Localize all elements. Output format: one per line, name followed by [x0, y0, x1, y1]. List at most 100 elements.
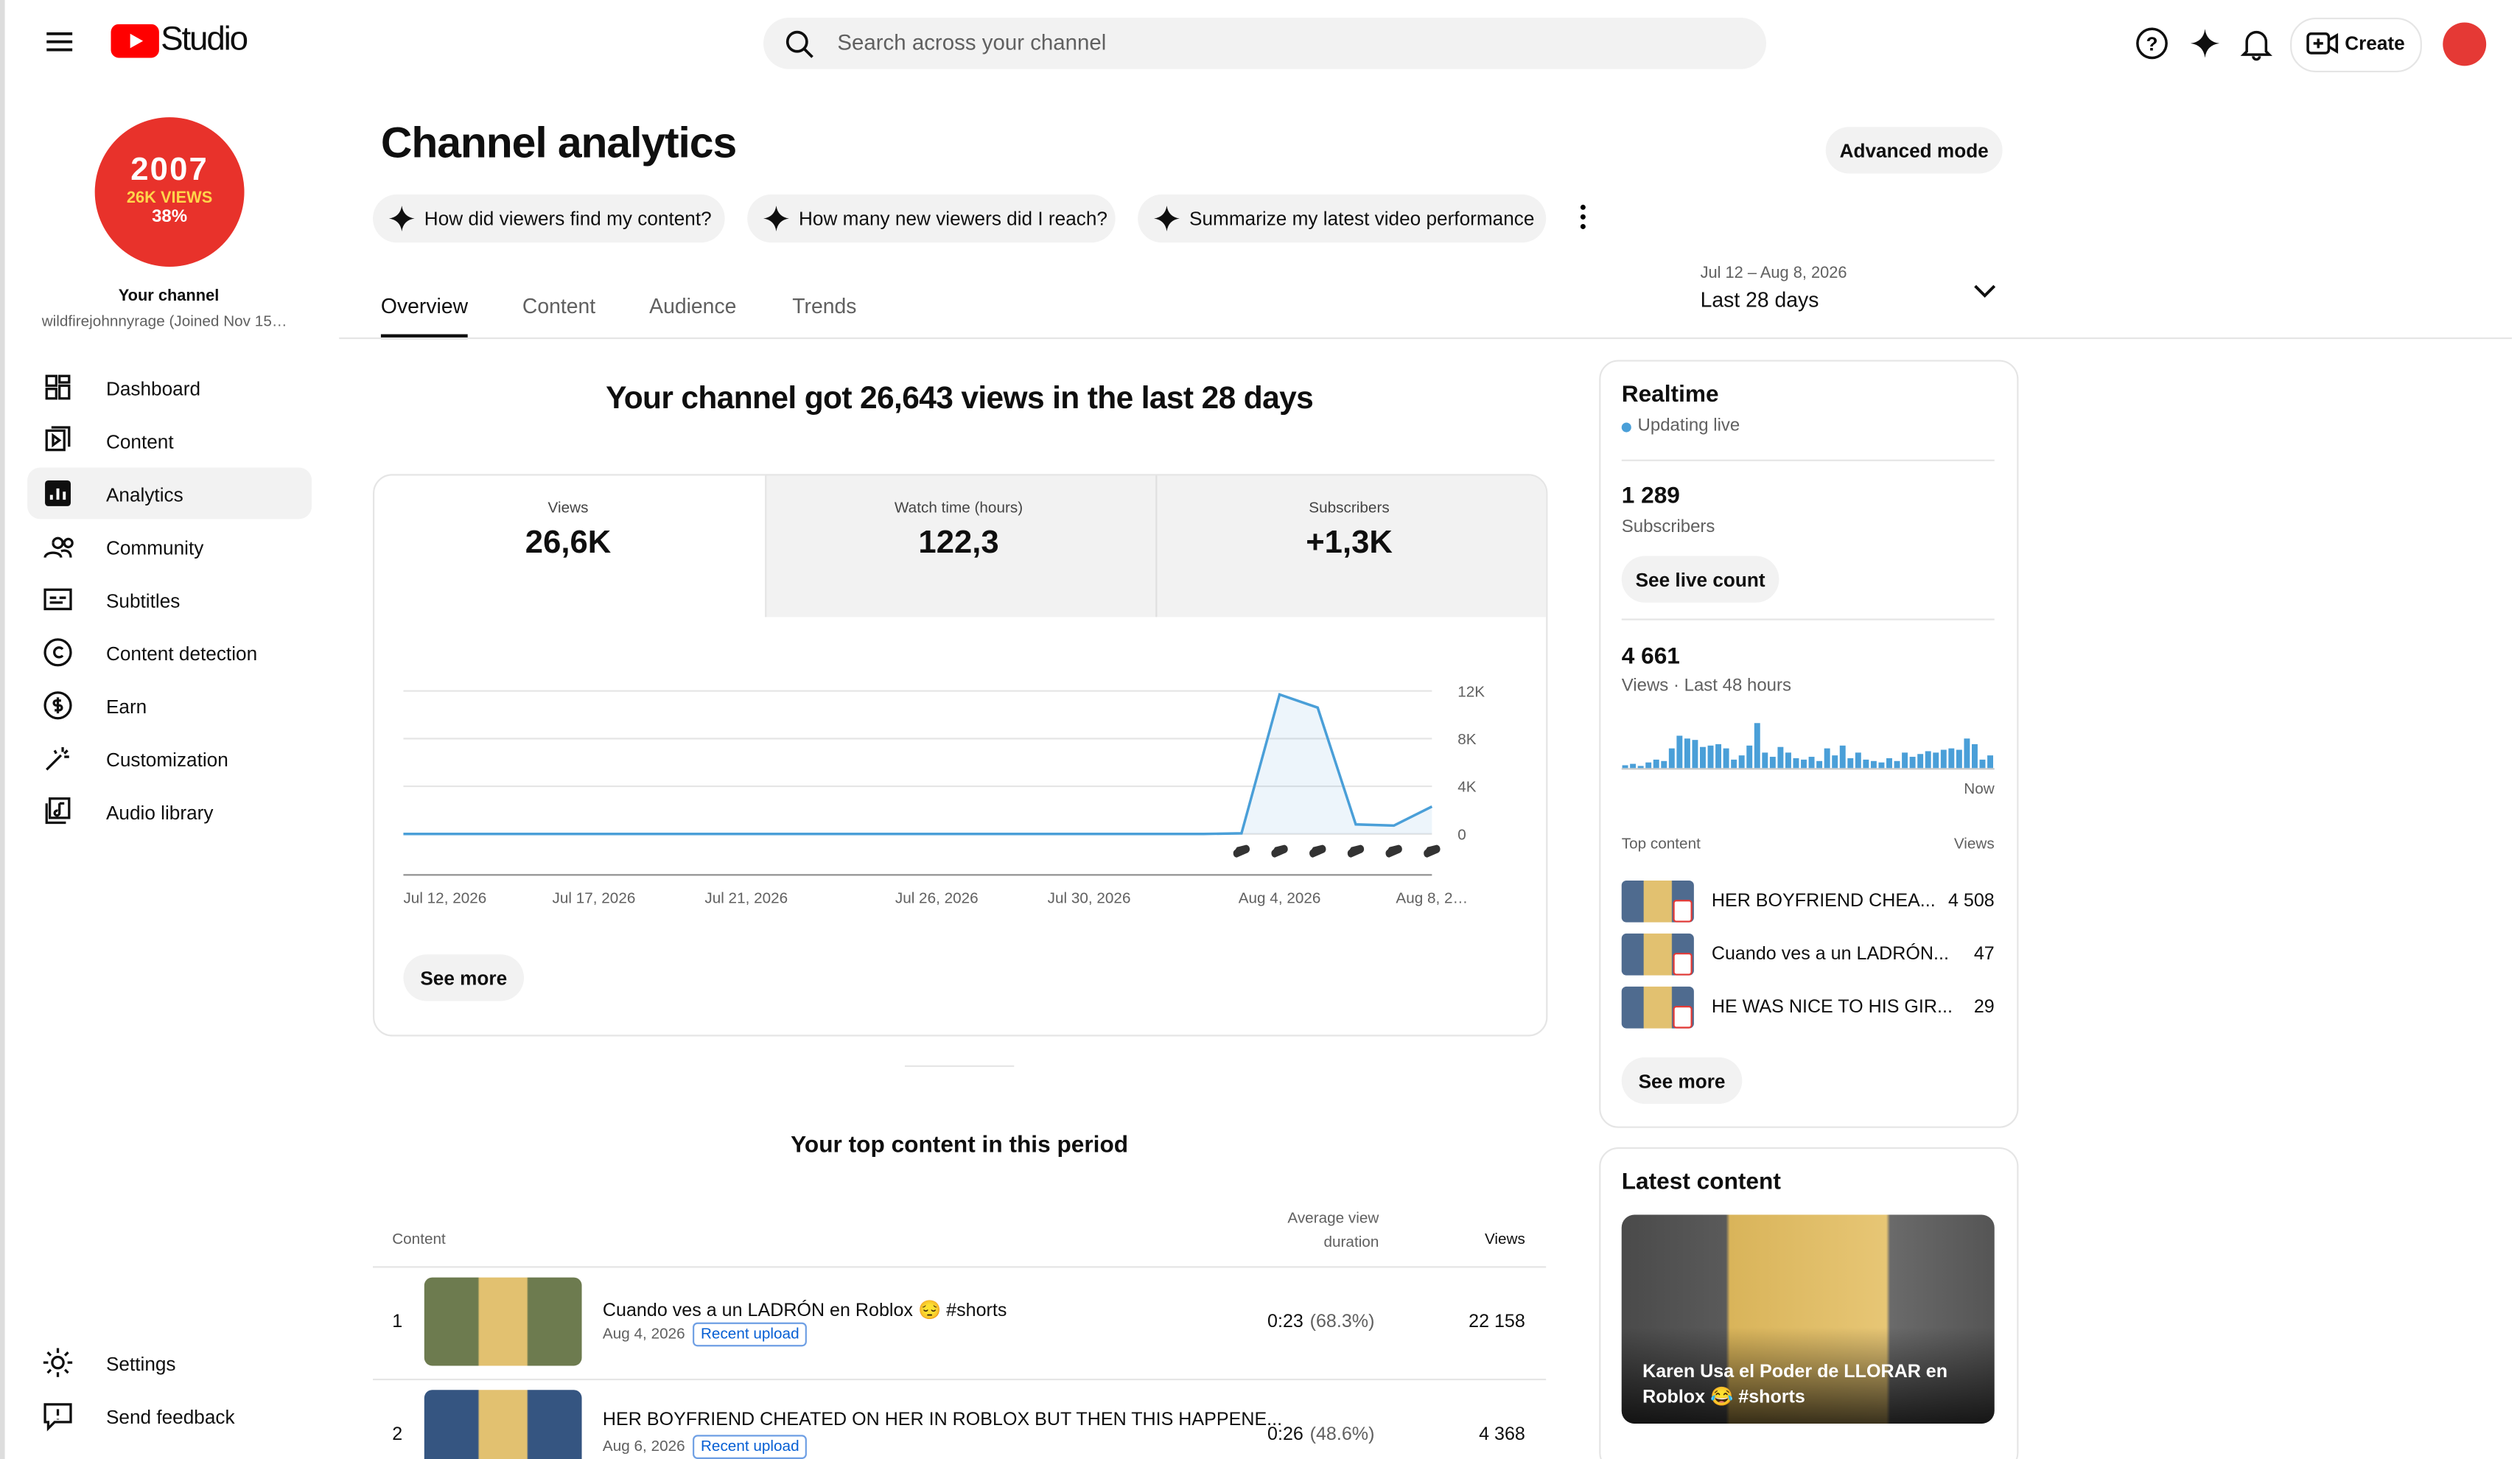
latest-video-title[interactable]: Karen Usa el Poder de LLORAR en Roblox 😂… — [1642, 1362, 1948, 1408]
suggestion-label: Summarize my latest video performance — [1189, 207, 1535, 230]
views: 22 158 — [1469, 1312, 1525, 1332]
nav-icon — [45, 374, 71, 400]
nav-label: Earn — [105, 696, 147, 718]
now-label: Now — [1964, 780, 1995, 799]
suggestion-chip[interactable]: How many new viewers did I reach? — [747, 194, 1116, 243]
item-title[interactable]: Cuando ves a un LADRÓN... — [1711, 945, 1949, 965]
ai-icon[interactable] — [2187, 26, 2222, 61]
column-header: Content — [392, 1231, 446, 1249]
svg-text:?: ? — [2146, 33, 2157, 55]
views-column: Views — [1953, 835, 1995, 853]
nav-item[interactable]: Audio library — [27, 786, 312, 837]
nav-item[interactable]: Content — [27, 415, 312, 466]
summary-headline: Your channel got 26,643 views in the las… — [606, 380, 1314, 416]
latest-title: Latest content — [1621, 1169, 1781, 1196]
nav-item[interactable]: Subtitles — [27, 573, 312, 625]
menu-icon[interactable] — [45, 29, 74, 55]
see-more-button[interactable]: See more — [403, 954, 525, 1001]
help-icon[interactable]: ? — [2135, 26, 2170, 61]
see-more-label: See more — [1638, 1069, 1726, 1092]
latest-thumbnail[interactable] — [1621, 1214, 1995, 1424]
top-content-title: Your top content in this period — [791, 1133, 1129, 1159]
item-title[interactable]: HE WAS NICE TO HIS GIR... — [1711, 998, 1953, 1018]
channel-name: wildfirejohnnyrage (Joined Nov 15… — [41, 313, 287, 332]
logo-text[interactable]: Studio — [161, 21, 248, 58]
nav-item[interactable]: Settings — [27, 1337, 312, 1388]
realtime-status: Updating live — [1637, 416, 1740, 435]
nav-icon-path — [45, 426, 71, 452]
live-count-button[interactable]: See live count — [1621, 556, 1779, 603]
nav-item[interactable]: Community — [27, 521, 312, 573]
nav-label: Dashboard — [105, 377, 201, 400]
avatar-line: 2007 — [130, 153, 209, 189]
nav-icon — [43, 1348, 73, 1377]
nav-icon-path — [43, 1348, 73, 1377]
more-icon[interactable] — [1577, 203, 1589, 231]
video-thumbnail[interactable] — [424, 1277, 582, 1366]
column-header: Views — [1484, 1231, 1525, 1249]
tab-divider — [339, 337, 2513, 340]
metric-label[interactable]: Watch time (hours) — [894, 500, 1023, 518]
logo-icon[interactable] — [111, 24, 159, 58]
search-box[interactable] — [763, 17, 1767, 69]
tab[interactable]: Content — [522, 294, 596, 318]
nav-icon — [43, 638, 72, 667]
avg-percent: (48.6%) — [1309, 1425, 1375, 1445]
divider — [1621, 618, 1995, 620]
advanced-mode-button[interactable]: Advanced mode — [1825, 127, 2003, 174]
nav-item[interactable]: Earn — [27, 679, 312, 731]
bell-icon[interactable] — [2239, 26, 2274, 61]
nav-item[interactable]: Send feedback — [27, 1390, 312, 1441]
nav-label: Subtitles — [105, 589, 181, 612]
nav-item[interactable]: Analytics — [27, 467, 312, 519]
nav-item[interactable]: Customization — [27, 732, 312, 784]
see-more-label: See more — [420, 966, 508, 990]
sparkle-path — [763, 206, 789, 232]
nav-label: Analytics — [105, 483, 183, 506]
metric-value[interactable]: 122,3 — [918, 525, 999, 561]
upload-date: Aug 6, 2026 — [602, 1438, 685, 1456]
create-button[interactable] — [2290, 17, 2422, 73]
video-thumbnail[interactable] — [424, 1390, 582, 1459]
tab[interactable]: Trends — [792, 294, 857, 318]
nav-icon — [46, 746, 69, 771]
column-header: Average view duration — [1287, 1209, 1379, 1252]
sparkle-path — [1154, 206, 1180, 232]
nav-icon — [43, 1403, 72, 1432]
item-title[interactable]: HER BOYFRIEND CHEA... — [1711, 892, 1936, 912]
realtime-views-label: Views · Last 48 hours — [1621, 676, 1792, 696]
channel-avatar[interactable]: 2007 26K VIEWS 38% — [94, 117, 245, 267]
nav-item[interactable]: Content detection — [27, 626, 312, 678]
video-title[interactable]: HER BOYFRIEND CHEATED ON HER IN ROBLOX B… — [602, 1410, 1283, 1430]
metric-value[interactable]: 26,6K — [525, 525, 612, 561]
nav-item[interactable]: Dashboard — [27, 362, 312, 413]
period-label[interactable]: Last 28 days — [1700, 287, 1819, 312]
avg-duration: 0:26 — [1267, 1425, 1303, 1445]
metric-label[interactable]: Subscribers — [1309, 500, 1390, 518]
dropdown-icon[interactable] — [1972, 281, 1998, 301]
realtime-views: 4 661 — [1621, 644, 1680, 671]
recent-badge: Recent upload — [693, 1322, 808, 1347]
views: 4 368 — [1479, 1425, 1525, 1445]
row-divider — [373, 1266, 1547, 1268]
live-dot — [1621, 422, 1631, 433]
upload-date: Aug 4, 2026 — [602, 1325, 685, 1343]
metric-value[interactable]: +1,3K — [1306, 525, 1393, 561]
avatar-line: 38% — [152, 207, 188, 227]
realtime-see-more[interactable]: See more — [1621, 1057, 1743, 1105]
live-count-label: See live count — [1635, 567, 1765, 591]
account-avatar[interactable] — [2443, 22, 2487, 66]
create-icon — [2306, 32, 2339, 55]
divider — [1621, 459, 1995, 461]
video-title[interactable]: Cuando ves a un LADRÓN en Roblox 😔 #shor… — [602, 1301, 1007, 1321]
suggestion-label: How many new viewers did I reach? — [799, 207, 1107, 230]
date-range[interactable]: Jul 12 – Aug 8, 2026 — [1700, 265, 1847, 283]
tab[interactable]: Audience — [649, 294, 737, 318]
tab[interactable]: Overview — [380, 294, 469, 318]
rank: 1 — [392, 1312, 403, 1332]
subscriber-count: 1 289 — [1621, 483, 1680, 510]
suggestion-chip[interactable]: How did viewers find my content? — [373, 194, 725, 243]
metric-label[interactable]: Views — [547, 500, 589, 518]
suggestion-chip[interactable]: Summarize my latest video performance — [1138, 194, 1547, 243]
nav-icon-path — [45, 797, 71, 825]
